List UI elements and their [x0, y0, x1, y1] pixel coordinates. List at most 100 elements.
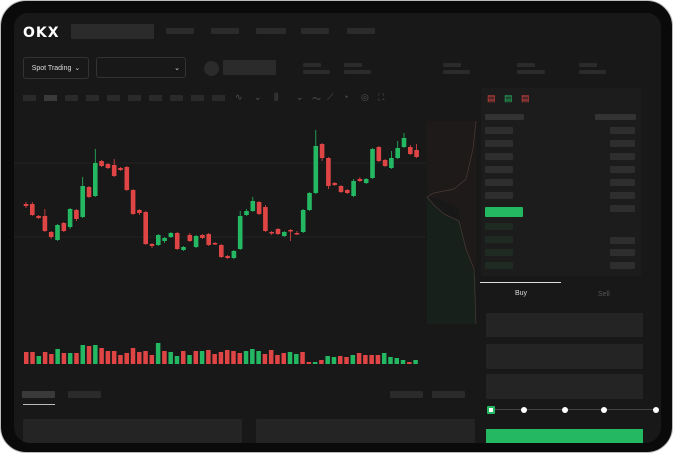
nav-item[interactable] — [347, 28, 375, 34]
filter-button[interactable] — [432, 391, 465, 398]
stat-label — [579, 63, 597, 67]
candle-body — [237, 216, 243, 249]
volume-bar — [237, 353, 243, 364]
orderbook-bids-icon[interactable]: ▤ — [504, 93, 513, 103]
volume-bar — [300, 352, 305, 364]
volume-bar — [268, 350, 274, 364]
tab-history[interactable] — [68, 391, 101, 398]
candle-body — [300, 210, 306, 232]
line-icon[interactable]: 〜 — [312, 94, 322, 104]
volume-bar — [206, 350, 211, 364]
slider-handle[interactable] — [487, 406, 495, 414]
bid-price — [485, 262, 513, 269]
chevron-icon[interactable]: ⌄ — [254, 92, 262, 102]
timeframe-button[interactable] — [149, 95, 162, 101]
candle-body — [345, 190, 350, 193]
timeframe-button[interactable] — [128, 95, 141, 101]
ask-amount — [610, 179, 635, 186]
candle-body — [269, 232, 274, 234]
volume-bar — [99, 348, 104, 364]
timeframe-button[interactable] — [212, 95, 225, 101]
slider-stop[interactable] — [601, 407, 607, 413]
total-input[interactable] — [486, 374, 643, 399]
tab-sell[interactable]: Sell — [598, 291, 610, 298]
candle-body — [307, 193, 312, 210]
ask-price — [485, 179, 513, 186]
stat-value — [579, 70, 606, 74]
stat-label — [344, 63, 362, 67]
tab-open-orders[interactable] — [22, 391, 55, 398]
timeframe-button[interactable] — [191, 95, 204, 101]
slider-stop[interactable] — [653, 407, 659, 413]
timeframe-button[interactable] — [65, 95, 78, 101]
candle-body — [282, 232, 287, 236]
volume-bar — [130, 348, 136, 364]
timeframe-button[interactable] — [107, 95, 120, 101]
volume-bar — [218, 352, 224, 364]
timeframe-button[interactable] — [44, 95, 57, 101]
stat-label — [303, 63, 321, 67]
orderbook-both-icon[interactable]: ▤ — [487, 93, 496, 103]
candle-body — [187, 235, 193, 241]
orderbook-asks-icon[interactable]: ▤ — [521, 93, 530, 103]
amount-input[interactable] — [486, 344, 643, 369]
candle-body — [414, 150, 419, 157]
volume-bar — [80, 345, 86, 364]
okx-logo[interactable]: OKX — [23, 25, 60, 41]
candle-body — [156, 235, 161, 245]
candle-body — [263, 207, 268, 231]
nav-item[interactable] — [211, 28, 239, 34]
candle-body — [42, 216, 48, 231]
trading-screen: OKX Spot Trading ⌄ ⌄ ∿ ⌄ ⫼ ⌄ 〜 ⟋ ◔ ◎ ⛶ ▤ … — [14, 13, 661, 443]
filter-button[interactable] — [390, 391, 423, 398]
search-input[interactable] — [71, 24, 154, 39]
candle-body — [212, 243, 218, 245]
candle-body — [408, 147, 413, 154]
nav-item[interactable] — [301, 28, 329, 34]
settings-icon[interactable]: ◎ — [361, 92, 369, 102]
volume-bar — [325, 356, 330, 364]
volume-bar — [118, 355, 123, 364]
timeframe-button[interactable] — [23, 95, 36, 101]
nav-item[interactable] — [166, 28, 194, 34]
fullscreen-icon[interactable]: ⛶ — [378, 92, 385, 102]
volume-bar — [105, 351, 111, 364]
tab-buy[interactable]: Buy — [515, 290, 528, 297]
candle-body — [168, 233, 174, 237]
candlestick-chart[interactable] — [14, 109, 481, 379]
buy-button[interactable] — [486, 429, 643, 443]
volume-bar — [49, 354, 54, 364]
chevron-icon[interactable]: ⌄ — [296, 92, 304, 102]
candle-body — [231, 251, 237, 258]
orders-panel — [23, 419, 242, 443]
candle-body — [93, 163, 98, 196]
candle-body — [319, 144, 325, 158]
volume-bar — [42, 352, 48, 364]
volume-bar — [187, 355, 192, 364]
stat-label — [517, 63, 535, 67]
slider-stop[interactable] — [562, 407, 568, 413]
pair-dropdown[interactable]: ⌄ — [96, 57, 186, 78]
slider-track[interactable] — [490, 409, 658, 410]
candle-body — [401, 138, 407, 147]
chart-type-icon[interactable]: ⫼ — [274, 92, 279, 102]
volume-bar — [381, 353, 387, 364]
indicator-icon[interactable]: ∿ — [235, 92, 243, 102]
volume-bar — [400, 360, 406, 364]
nav-item[interactable] — [256, 28, 286, 34]
spot-trading-button[interactable]: Spot Trading ⌄ — [23, 57, 89, 79]
volume-bar — [356, 353, 362, 364]
camera-icon[interactable]: ◔ — [343, 92, 349, 102]
candle-body — [36, 216, 41, 218]
draw-icon[interactable]: ⟋ — [327, 92, 334, 102]
timeframe-button[interactable] — [170, 95, 183, 101]
candle-body — [363, 179, 369, 183]
chevron-down-icon: ⌄ — [74, 65, 81, 72]
timeframe-button[interactable] — [86, 95, 99, 101]
stat-value — [517, 70, 545, 74]
candle-body — [332, 183, 337, 185]
volume-bar — [212, 354, 217, 364]
slider-stop[interactable] — [521, 407, 527, 413]
price-input[interactable] — [486, 313, 643, 337]
